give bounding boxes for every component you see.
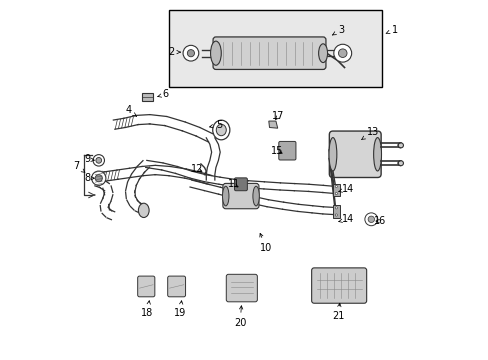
Text: 7: 7: [73, 161, 85, 172]
Text: 2: 2: [168, 47, 180, 57]
Text: 6: 6: [157, 89, 169, 99]
Circle shape: [91, 171, 106, 185]
Text: 13: 13: [361, 127, 379, 139]
Text: 19: 19: [174, 301, 186, 318]
Text: 16: 16: [373, 216, 386, 226]
Text: 14: 14: [338, 214, 353, 224]
Text: 12: 12: [191, 164, 203, 174]
Circle shape: [333, 44, 351, 62]
FancyBboxPatch shape: [278, 141, 295, 160]
Text: 1: 1: [385, 25, 397, 35]
Text: 15: 15: [270, 147, 282, 157]
Circle shape: [364, 213, 377, 226]
FancyBboxPatch shape: [213, 37, 325, 69]
Text: 3: 3: [332, 25, 344, 35]
FancyBboxPatch shape: [328, 131, 380, 177]
Bar: [169, 10, 381, 87]
Circle shape: [335, 185, 337, 188]
Circle shape: [367, 216, 374, 222]
FancyBboxPatch shape: [138, 276, 155, 297]
Text: 4: 4: [125, 105, 136, 116]
Text: 17: 17: [272, 111, 284, 121]
Text: 14: 14: [338, 184, 353, 194]
Text: 10: 10: [259, 233, 271, 253]
FancyBboxPatch shape: [311, 268, 366, 303]
FancyBboxPatch shape: [226, 274, 257, 302]
Ellipse shape: [397, 143, 403, 148]
Circle shape: [338, 49, 346, 58]
Ellipse shape: [397, 161, 403, 166]
FancyBboxPatch shape: [223, 183, 259, 209]
Ellipse shape: [252, 186, 259, 206]
Text: 11: 11: [227, 179, 240, 189]
FancyBboxPatch shape: [234, 178, 247, 191]
Text: 5: 5: [209, 120, 222, 130]
FancyBboxPatch shape: [142, 93, 152, 102]
Circle shape: [335, 207, 337, 209]
Ellipse shape: [216, 124, 226, 136]
Circle shape: [183, 45, 198, 61]
Ellipse shape: [212, 120, 229, 140]
Text: 18: 18: [141, 301, 153, 318]
Text: 8: 8: [84, 173, 94, 183]
Ellipse shape: [222, 186, 228, 206]
Text: 21: 21: [331, 303, 344, 321]
Circle shape: [95, 175, 102, 182]
Bar: [332, 184, 339, 197]
Circle shape: [187, 50, 194, 57]
Circle shape: [335, 193, 337, 195]
FancyBboxPatch shape: [167, 276, 185, 297]
Text: 9: 9: [84, 154, 94, 164]
Ellipse shape: [328, 138, 336, 171]
Circle shape: [93, 155, 104, 166]
Ellipse shape: [210, 41, 221, 65]
Bar: [332, 205, 339, 218]
Ellipse shape: [318, 44, 327, 63]
Circle shape: [96, 157, 102, 163]
Ellipse shape: [138, 203, 149, 217]
Circle shape: [335, 214, 337, 216]
Ellipse shape: [373, 138, 381, 171]
Polygon shape: [268, 121, 277, 128]
Text: 20: 20: [234, 306, 246, 328]
